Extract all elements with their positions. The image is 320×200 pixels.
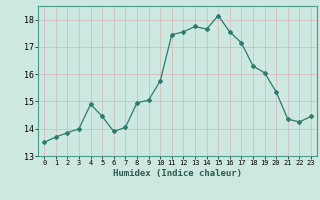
X-axis label: Humidex (Indice chaleur): Humidex (Indice chaleur) [113, 169, 242, 178]
